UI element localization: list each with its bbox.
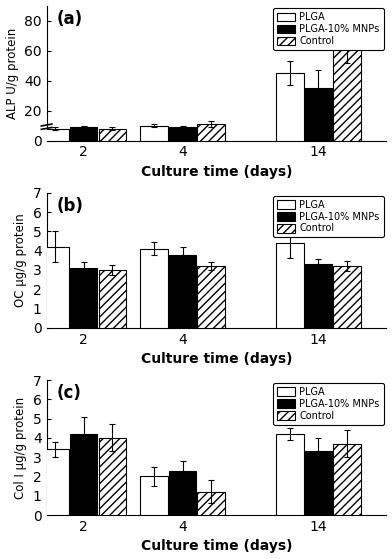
Bar (198, 124, 225, 140)
Legend: PLGA, PLGA-10% MNPs, Control: PLGA, PLGA-10% MNPs, Control (273, 196, 383, 238)
Bar (305, 264, 332, 328)
Bar (305, 451, 332, 515)
Bar (70, 268, 97, 328)
Bar (42, 449, 69, 515)
Bar (198, 492, 225, 515)
Bar (169, 471, 196, 515)
Bar (169, 127, 196, 140)
Bar (334, 40, 361, 140)
X-axis label: Culture time (days): Culture time (days) (141, 352, 292, 366)
Bar (276, 434, 303, 515)
X-axis label: Culture time (days): Culture time (days) (141, 165, 292, 179)
Bar (140, 126, 168, 140)
Bar (305, 88, 332, 140)
Bar (140, 249, 168, 328)
Bar (70, 434, 97, 515)
Bar (99, 129, 126, 140)
Text: (b): (b) (57, 197, 83, 215)
Bar (334, 444, 361, 515)
Y-axis label: OC μg/g protein: OC μg/g protein (14, 214, 27, 307)
Bar (169, 254, 196, 328)
Bar (140, 476, 168, 515)
Bar (42, 129, 69, 140)
Legend: PLGA, PLGA-10% MNPs, Control: PLGA, PLGA-10% MNPs, Control (273, 8, 383, 50)
X-axis label: Culture time (days): Culture time (days) (141, 539, 292, 553)
Bar (334, 266, 361, 328)
Y-axis label: Col I μg/g protein: Col I μg/g protein (14, 396, 27, 499)
Text: (a): (a) (57, 10, 83, 27)
Bar (198, 266, 225, 328)
Bar (70, 127, 97, 140)
Bar (276, 73, 303, 140)
Bar (99, 438, 126, 515)
Bar (42, 247, 69, 328)
Legend: PLGA, PLGA-10% MNPs, Control: PLGA, PLGA-10% MNPs, Control (273, 383, 383, 425)
Text: (c): (c) (57, 384, 82, 402)
Bar (99, 270, 126, 328)
Y-axis label: ALP U/g protein: ALP U/g protein (5, 27, 18, 119)
Bar (276, 243, 303, 328)
